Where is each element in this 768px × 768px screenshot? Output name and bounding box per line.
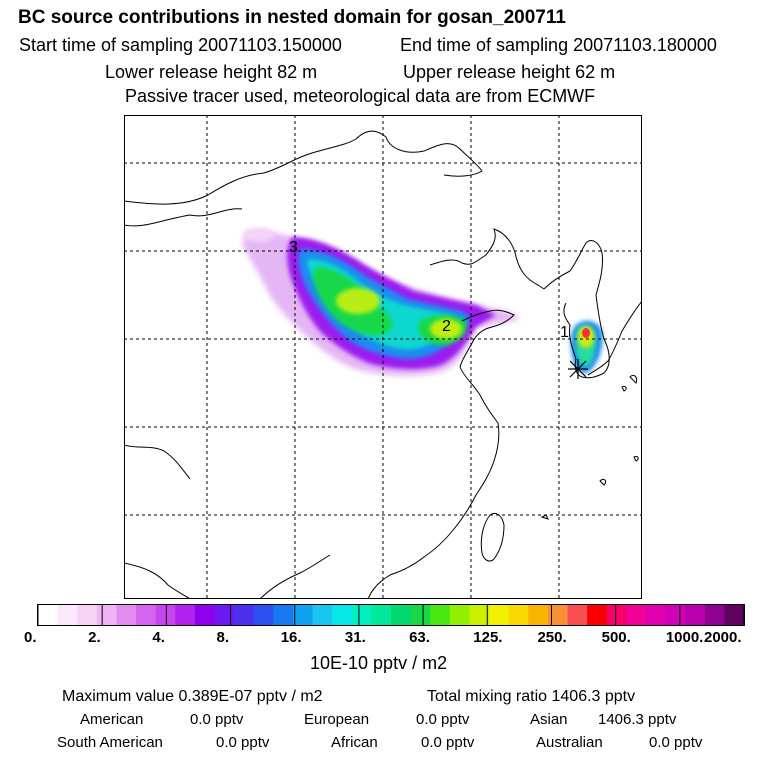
colorbar-swatch <box>665 605 686 625</box>
colorbar-swatch <box>116 605 137 625</box>
colorbar-swatch <box>391 605 412 625</box>
colorbar-swatch <box>77 605 98 625</box>
australian-label: Australian <box>536 734 603 751</box>
european-label: European <box>304 711 370 728</box>
tracer-info-label: Passive tracer used, meteorological data… <box>125 86 596 106</box>
colorbar-tick-label: 8. <box>216 629 230 646</box>
colorbar-swatch <box>528 605 549 625</box>
colorbar-swatch <box>292 605 314 625</box>
colorbar-swatch <box>410 605 431 625</box>
map-graticule <box>124 115 642 599</box>
colorbar-swatch <box>724 605 745 625</box>
american-value: 0.0 pptv <box>190 711 244 728</box>
colorbar-swatch <box>430 605 451 625</box>
receptor-star-icon <box>568 359 588 379</box>
colorbar-unit-label: 10E-10 pptv / m2 <box>310 653 448 673</box>
colorbar-tick-label: 16. <box>280 629 302 646</box>
colorbar <box>37 604 745 626</box>
upper-release-height-label: Upper release height 62 m <box>403 62 616 82</box>
colorbar-swatch <box>508 605 529 625</box>
colorbar-frame <box>37 604 745 626</box>
source-marker-1: 1 <box>560 324 569 341</box>
maximum-value-label: Maximum value 0.389E-07 pptv / m2 <box>62 688 323 705</box>
end-time-label: End time of sampling 20071103.180000 <box>400 35 717 55</box>
source-marker-2: 2 <box>442 318 451 335</box>
colorbar-swatch <box>253 605 274 625</box>
american-label: American <box>80 711 144 728</box>
colorbar-swatch <box>194 605 215 625</box>
south-american-label: South American <box>57 734 163 751</box>
colorbar-swatch <box>38 605 59 625</box>
colorbar-swatch <box>606 605 627 625</box>
lower-release-height-label: Lower release height 82 m <box>105 62 318 82</box>
colorbar-swatch <box>175 605 196 625</box>
african-value: 0.0 pptv <box>421 734 475 751</box>
colorbar-swatch <box>136 605 157 625</box>
colorbar-swatch <box>312 605 333 625</box>
colorbar-swatch <box>332 605 353 625</box>
colorbar-swatch <box>567 605 588 625</box>
colorbar-tick-label: 2000. <box>704 629 742 646</box>
asian-label: Asian <box>530 711 568 728</box>
colorbar-tick-label: 4. <box>152 629 165 646</box>
colorbar-swatch <box>645 605 667 625</box>
colorbar-tick-label: 500. <box>601 629 631 646</box>
colorbar-swatch <box>547 605 568 625</box>
colorbar-tick-label: 250. <box>537 629 567 646</box>
map-panel: 1 2 3 <box>124 115 642 599</box>
colorbar-swatch <box>469 605 490 625</box>
source-marker-3: 3 <box>289 239 298 256</box>
colorbar-swatch <box>234 605 255 625</box>
colorbar-tick-label: 125. <box>473 629 503 646</box>
colorbar-swatch <box>214 605 235 625</box>
african-label: African <box>331 734 378 751</box>
colorbar-swatch <box>351 605 372 625</box>
colorbar-tick-label: 63. <box>409 629 430 646</box>
colorbar-swatch <box>155 605 176 625</box>
colorbar-tick-label: 0. <box>24 629 37 646</box>
map-frame <box>124 115 642 599</box>
colorbar-swatch <box>587 605 608 625</box>
colorbar-swatch <box>273 605 294 625</box>
colorbar-tick-label: 2. <box>88 629 101 646</box>
colorbar-swatch <box>96 605 117 625</box>
australian-value: 0.0 pptv <box>649 734 703 751</box>
colorbar-swatch <box>57 605 78 625</box>
colorbar-swatch <box>685 605 706 625</box>
total-mixing-ratio-label: Total mixing ratio 1406.3 pptv <box>427 688 636 705</box>
south-american-value: 0.0 pptv <box>216 734 270 751</box>
colorbar-swatch <box>626 605 647 625</box>
colorbar-tick-label: 31. <box>344 629 366 646</box>
start-time-label: Start time of sampling 20071103.150000 <box>19 35 342 55</box>
european-value: 0.0 pptv <box>416 711 470 728</box>
concentration-plume <box>242 228 603 376</box>
colorbar-swatch <box>489 605 510 625</box>
colorbar-tick-label: 1000. <box>665 629 704 646</box>
colorbar-swatch <box>704 605 725 625</box>
colorbar-swatch <box>449 605 470 625</box>
map-title: BC source contributions in nested domain… <box>18 7 566 28</box>
colorbar-swatch <box>371 605 392 625</box>
asian-value: 1406.3 pptv <box>598 711 677 728</box>
